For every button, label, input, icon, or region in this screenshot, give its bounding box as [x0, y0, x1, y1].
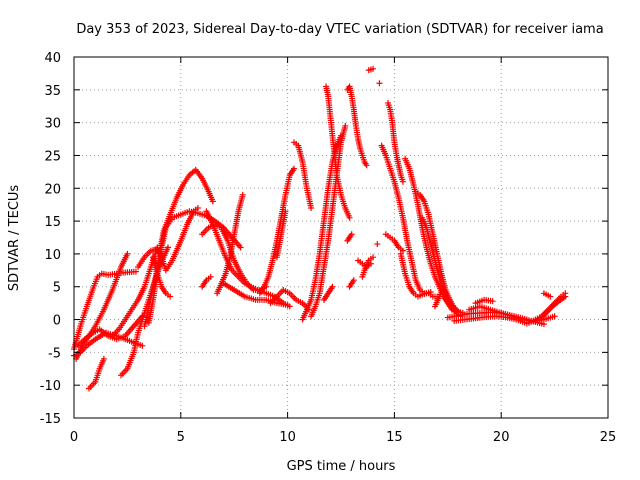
y-tick-label: 5	[53, 281, 61, 296]
series-arc32	[374, 241, 381, 248]
data-points	[71, 65, 569, 392]
series-arc11	[150, 254, 174, 300]
grid-lines	[74, 57, 608, 418]
y-tick-label: 35	[44, 84, 61, 99]
series-arc07	[109, 244, 161, 339]
series-arc34	[378, 142, 441, 300]
axis-ticks: 0 5 10 15 20 25 -15 -10 -5 0 5 10 15 20 25 30 35 40	[40, 51, 617, 445]
data-point	[207, 273, 214, 280]
data-point	[374, 241, 381, 248]
data-point	[329, 283, 336, 290]
plot-frame	[73, 56, 609, 419]
data-point	[100, 355, 107, 362]
data-point	[132, 268, 139, 275]
series-arc17	[256, 165, 298, 297]
data-point	[237, 244, 244, 251]
data-point	[338, 132, 344, 139]
data-point	[427, 288, 434, 295]
series-arc18	[267, 287, 312, 313]
data-point	[342, 122, 349, 129]
series-arc20	[273, 208, 289, 261]
data-point	[376, 80, 383, 87]
series-arc23	[323, 83, 353, 221]
series-arc27	[346, 277, 357, 290]
series-arc22	[299, 132, 344, 323]
data-point	[139, 342, 146, 349]
data-point	[239, 191, 246, 198]
data-point	[346, 214, 353, 221]
series-arc29	[359, 254, 377, 280]
series-arc24	[320, 283, 336, 303]
series-arc26	[344, 231, 355, 244]
series-arc10	[135, 204, 201, 274]
series-arc35	[382, 231, 406, 254]
x-axis-label: GPS time / hours	[287, 459, 396, 474]
series-arc19	[291, 139, 315, 211]
x-tick-label: 5	[177, 430, 185, 445]
data-point	[164, 244, 171, 251]
series-arc13	[199, 221, 270, 294]
data-point	[284, 302, 291, 309]
series-arc30	[365, 65, 377, 74]
x-tick-label: 0	[70, 430, 78, 445]
data-point	[440, 285, 447, 292]
data-point	[547, 293, 554, 300]
y-tick-label: 0	[53, 314, 61, 329]
data-point	[370, 254, 377, 261]
series-arc21	[308, 122, 349, 320]
y-tick-label: 20	[44, 182, 61, 197]
series-arc44	[472, 296, 496, 307]
x-tick-label: 15	[386, 430, 403, 445]
data-point	[350, 277, 357, 284]
data-point	[291, 165, 298, 172]
series-arc15	[199, 273, 214, 290]
data-point	[370, 65, 377, 72]
data-point	[399, 178, 406, 185]
series-arc47	[540, 290, 554, 300]
y-tick-label: -5	[48, 346, 61, 361]
y-tick-label: 40	[44, 51, 61, 66]
data-point	[348, 231, 355, 238]
data-point	[282, 208, 289, 215]
y-tick-label: 10	[44, 248, 61, 263]
x-tick-label: 10	[279, 430, 296, 445]
y-tick-label: -15	[40, 412, 61, 427]
chart-title: Day 353 of 2023, Sidereal Day-to-day VTE…	[76, 22, 603, 37]
y-axis-label: SDTVAR / TECUs	[7, 185, 22, 292]
data-point	[209, 198, 216, 205]
y-tick-label: 15	[44, 215, 61, 230]
series-arc16	[220, 280, 291, 309]
data-point	[551, 313, 558, 320]
data-point	[363, 162, 370, 169]
data-point	[167, 293, 174, 300]
series-arc40	[431, 285, 447, 310]
series-arc33	[384, 99, 406, 185]
series-arc43	[466, 303, 558, 325]
x-tick-label: 20	[493, 430, 510, 445]
y-tick-label: -10	[40, 379, 61, 394]
series-arc05	[85, 355, 107, 392]
series-arc46	[536, 293, 569, 323]
data-point	[562, 293, 569, 300]
data-point	[399, 247, 406, 254]
data-point	[308, 204, 315, 211]
data-point	[194, 204, 201, 211]
data-point	[489, 298, 496, 305]
y-tick-label: 30	[44, 117, 61, 132]
series-arc36	[397, 250, 434, 300]
series-arc25	[344, 83, 370, 169]
series-arc31	[376, 80, 383, 87]
x-tick-label: 25	[600, 430, 617, 445]
y-tick-label: 25	[44, 149, 61, 164]
data-point	[124, 250, 131, 257]
series-arc14	[214, 191, 246, 297]
